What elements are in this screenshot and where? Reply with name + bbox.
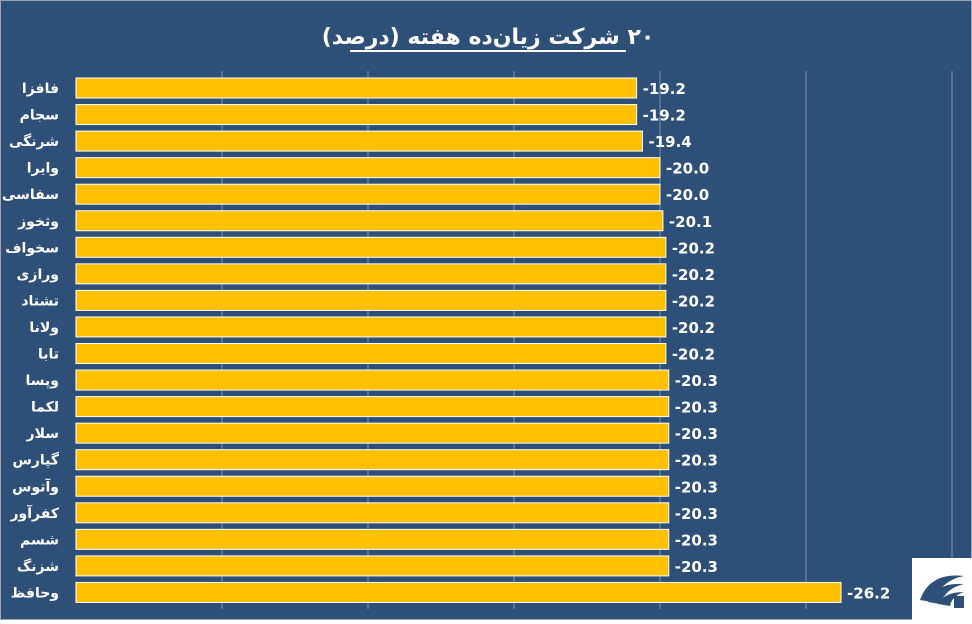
data-label: -20.2 [672,239,715,257]
data-label: -20.3 [675,452,718,470]
category-label: شرنگی [9,133,59,150]
data-label: -20.3 [675,505,718,523]
bar [75,104,638,126]
bar [75,396,670,418]
data-label: -20.3 [675,531,718,549]
category-label: سجام [20,108,59,124]
bar [75,502,670,524]
data-label: -19.2 [643,107,686,125]
bar [75,77,638,99]
data-label: -20.1 [669,213,712,231]
category-label: ولانا [29,320,59,336]
data-label: -20.0 [666,160,709,178]
bar [75,343,667,364]
bar [75,183,661,205]
bar [75,422,670,444]
bar [75,157,661,179]
news-agency-logo-icon [920,575,964,608]
logo [912,558,972,620]
data-label: -20.3 [675,372,718,390]
data-label: -20.2 [672,266,715,284]
data-label: -19.4 [648,133,691,151]
data-label: -20.2 [672,346,715,364]
bar [75,316,667,338]
category-label: فافزا [22,81,59,97]
chart-title: ۲۰ شرکت زیان‌ده هفته (درصد) [322,25,655,50]
category-label: ورازی [17,267,59,283]
category-label: وثخوز [17,214,59,230]
category-label: تابا [38,347,59,363]
category-label: تشتاد [21,293,59,309]
category-label: شزنگ [17,558,59,575]
data-label: -20.3 [675,399,718,417]
category-label: سفاسی [2,187,59,203]
category-label: سلار [26,426,59,442]
category-label: لکما [31,400,59,416]
category-label: وآتوس [12,477,59,495]
category-label: شسم [20,532,59,548]
data-label: -26.2 [847,584,890,602]
data-label: -20.3 [675,425,718,443]
category-label: وپسا [26,373,59,389]
data-label: -20.2 [672,319,715,337]
gridlines [221,71,953,609]
category-label: وایرا [27,161,59,177]
data-label: -20.3 [675,478,718,496]
bar [75,555,670,577]
data-label: -20.2 [672,292,715,310]
category-label: کفرآور [10,504,60,522]
bar [75,581,842,603]
bar [75,236,667,258]
bar [75,289,667,311]
bar [75,475,670,497]
bar [75,449,670,471]
data-label: -20.0 [666,186,709,204]
category-label: سخواف [5,240,59,256]
bar [75,528,670,550]
category-label: وحافظ [11,585,59,601]
data-label: -20.3 [675,558,718,576]
bars: فافزا -19.2 سجام -19.2 شرنگی -19.4 وایرا -20.0 س… [2,77,890,603]
category-label: گپارس [13,452,60,469]
data-label: -19.2 [643,80,686,98]
bar [75,130,643,152]
bar [75,210,664,232]
bar [75,369,670,391]
bar [75,263,667,285]
